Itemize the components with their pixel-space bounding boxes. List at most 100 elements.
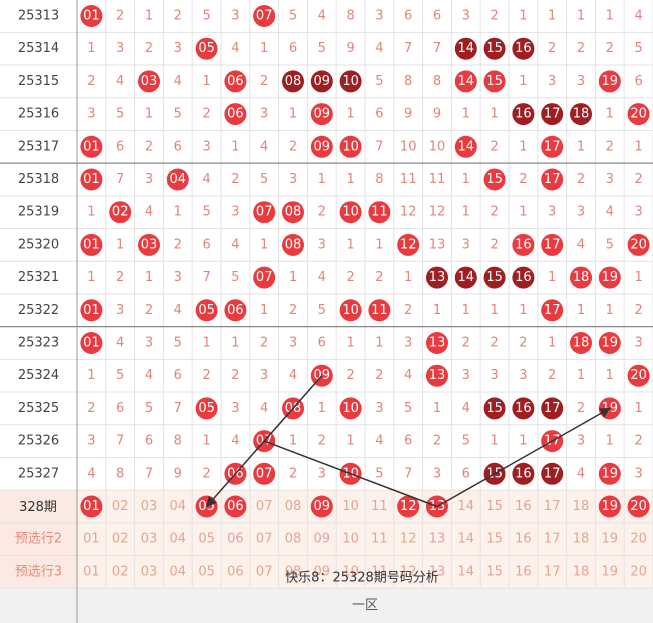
miss-count: 3 bbox=[318, 466, 326, 481]
miss-count: 1 bbox=[375, 237, 383, 252]
miss-count: 9 bbox=[346, 41, 354, 56]
ball-number: 16 bbox=[515, 41, 532, 56]
miss-count: 3 bbox=[231, 401, 239, 416]
candidate-number: 08 bbox=[285, 564, 302, 579]
candidate-number: 06 bbox=[227, 564, 244, 579]
ball-number: 03 bbox=[141, 237, 158, 252]
ball bbox=[483, 37, 506, 60]
row-label: 25323 bbox=[18, 336, 59, 351]
ball-number: 16 bbox=[515, 270, 532, 285]
ball bbox=[598, 70, 621, 93]
ball bbox=[570, 266, 592, 289]
miss-count: 1 bbox=[231, 139, 239, 154]
miss-count: 8 bbox=[346, 9, 354, 24]
candidate-number: 10 bbox=[342, 532, 359, 547]
ball bbox=[483, 266, 506, 289]
miss-count: 6 bbox=[289, 41, 297, 56]
miss-count: 1 bbox=[606, 9, 614, 24]
miss-count: 1 bbox=[145, 270, 153, 285]
ball bbox=[454, 70, 477, 93]
miss-count: 3 bbox=[231, 205, 239, 220]
miss-count: 1 bbox=[346, 107, 354, 122]
candidate-number: 11 bbox=[371, 499, 388, 514]
ball bbox=[397, 495, 420, 518]
miss-count: 1 bbox=[606, 434, 614, 449]
candidate-number: 02 bbox=[112, 499, 129, 514]
row-label: 预选行3 bbox=[15, 564, 62, 579]
ball-number: 16 bbox=[515, 466, 532, 481]
ball-number: 15 bbox=[486, 74, 503, 89]
ball-number: 01 bbox=[83, 499, 100, 514]
miss-count: 4 bbox=[634, 9, 642, 24]
miss-count: 6 bbox=[174, 368, 182, 383]
ball bbox=[541, 168, 564, 191]
ball bbox=[310, 70, 333, 93]
miss-count: 2 bbox=[606, 41, 614, 56]
miss-count: 6 bbox=[116, 139, 124, 154]
miss-count: 2 bbox=[490, 9, 498, 24]
miss-count: 1 bbox=[577, 9, 585, 24]
ball-number: 17 bbox=[544, 172, 561, 187]
miss-count: 4 bbox=[231, 237, 239, 252]
miss-count: 3 bbox=[577, 205, 585, 220]
miss-count: 8 bbox=[375, 172, 383, 187]
ball-number: 10 bbox=[342, 205, 359, 220]
ball-number: 17 bbox=[544, 466, 561, 481]
ball-number: 13 bbox=[429, 336, 446, 351]
miss-count: 3 bbox=[116, 303, 124, 318]
miss-count: 3 bbox=[231, 9, 239, 24]
ball-number: 10 bbox=[342, 74, 359, 89]
ball bbox=[627, 364, 650, 387]
candidate-number: 12 bbox=[400, 532, 417, 547]
ball bbox=[282, 201, 304, 224]
miss-count: 1 bbox=[87, 368, 95, 383]
miss-count: 2 bbox=[145, 303, 153, 318]
ball-number: 19 bbox=[602, 270, 619, 285]
miss-count: 2 bbox=[462, 336, 470, 351]
miss-count: 4 bbox=[116, 74, 124, 89]
ball-number: 19 bbox=[602, 466, 619, 481]
ball bbox=[195, 299, 218, 322]
miss-count: 1 bbox=[490, 303, 498, 318]
miss-count: 13 bbox=[429, 237, 446, 252]
miss-count: 5 bbox=[260, 172, 268, 187]
miss-count: 1 bbox=[87, 270, 95, 285]
candidate-number: 14 bbox=[458, 564, 475, 579]
miss-count: 2 bbox=[490, 336, 498, 351]
ball bbox=[598, 332, 621, 354]
ball-number: 16 bbox=[515, 401, 532, 416]
candidate-number: 19 bbox=[602, 564, 619, 579]
candidate-number: 02 bbox=[112, 532, 129, 547]
ball bbox=[627, 103, 650, 126]
ball-number: 11 bbox=[371, 303, 388, 318]
miss-count: 2 bbox=[145, 41, 153, 56]
candidate-number: 18 bbox=[573, 499, 590, 514]
miss-count: 1 bbox=[519, 205, 527, 220]
miss-count: 5 bbox=[606, 237, 614, 252]
ball-number: 07 bbox=[256, 270, 273, 285]
miss-count: 1 bbox=[519, 9, 527, 24]
miss-count: 3 bbox=[260, 368, 268, 383]
miss-count: 11 bbox=[400, 172, 417, 187]
ball bbox=[224, 70, 247, 93]
miss-count: 8 bbox=[116, 466, 124, 481]
ball-number: 17 bbox=[544, 401, 561, 416]
miss-count: 6 bbox=[462, 466, 470, 481]
candidate-number: 10 bbox=[342, 564, 359, 579]
candidate-number: 05 bbox=[198, 564, 215, 579]
miss-count: 1 bbox=[260, 237, 268, 252]
candidate-number: 19 bbox=[602, 532, 619, 547]
miss-count: 5 bbox=[375, 74, 383, 89]
ball bbox=[109, 201, 132, 224]
arrow-line bbox=[436, 407, 611, 508]
miss-count: 6 bbox=[318, 336, 326, 351]
ball-number: 07 bbox=[256, 9, 273, 24]
ball bbox=[397, 233, 420, 256]
miss-count: 5 bbox=[404, 401, 412, 416]
miss-count: 1 bbox=[433, 401, 441, 416]
miss-count: 2 bbox=[375, 270, 383, 285]
miss-count: 5 bbox=[318, 303, 326, 318]
miss-count: 3 bbox=[519, 368, 527, 383]
miss-count: 2 bbox=[289, 139, 297, 154]
